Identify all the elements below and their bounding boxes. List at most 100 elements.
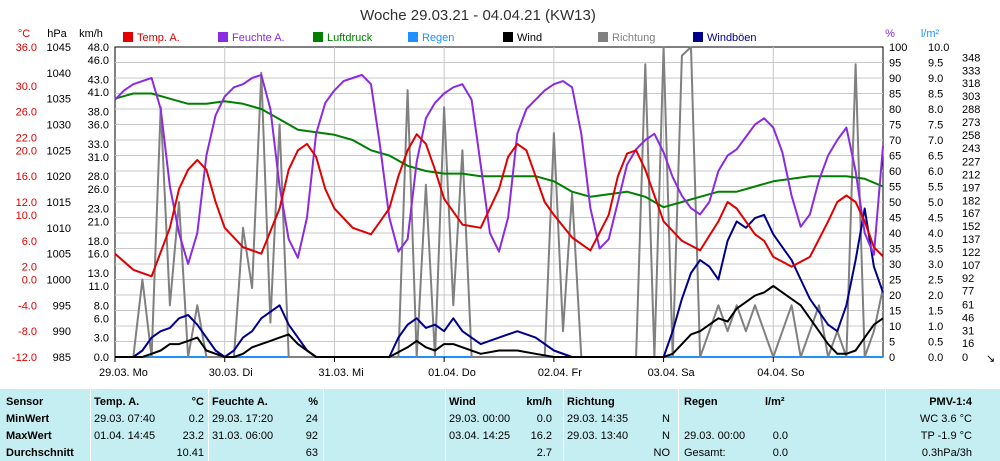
percent-tick-label: 65	[889, 151, 901, 163]
pmv-rate: 0.3hPa/3h	[921, 447, 972, 459]
rain-tick-label: 8.5	[928, 89, 943, 101]
rain-tick-label: 5.0	[928, 197, 943, 209]
temp-min: 0.2	[188, 413, 204, 425]
rain-tick-label: 10.0	[928, 42, 949, 54]
dir-max: N	[662, 430, 670, 442]
rain-tick-label: 0.5	[928, 337, 943, 349]
hum-unit: %	[308, 396, 318, 408]
temp-unit: °C	[191, 396, 204, 408]
degree-tick-label: 152	[962, 221, 980, 233]
degree-tick-label: 137	[962, 234, 980, 246]
dir-min: N	[662, 413, 670, 425]
x-tick-label: 02.04. Fr	[538, 367, 582, 379]
kmh-tick-label: 11.0	[88, 281, 109, 293]
rain-tick-label: 6.0	[928, 166, 943, 178]
arrow-icon: ↘	[986, 353, 995, 365]
kmh-tick-label: 18.0	[88, 236, 109, 248]
degree-tick-label: 197	[962, 182, 980, 194]
celsius-unit-label: °C	[18, 28, 30, 40]
percent-tick-label: 50	[889, 197, 901, 209]
series-group	[114, 46, 884, 358]
celsius-tick-label: 10.0	[16, 210, 37, 222]
kmh-tick-label: 13.0	[88, 268, 109, 280]
hpa-tick-label: 995	[53, 300, 71, 312]
percent-tick-label: 70	[889, 135, 901, 147]
legend-swatch-hum	[218, 32, 228, 42]
percent-unit-label: %	[885, 28, 895, 40]
degree-tick-label: 243	[962, 143, 980, 155]
series-line-windb-en	[115, 207, 884, 358]
hpa-tick-label: 1045	[47, 42, 71, 54]
celsius-tick-label: -12.0	[12, 352, 37, 364]
hum-avg: 63	[305, 447, 318, 459]
x-tick-label: 29.03. Mo	[99, 367, 148, 379]
kmh-tick-label: 6.0	[94, 313, 109, 325]
hum-min-time: 29.03. 17:20	[212, 413, 274, 425]
wind-header: Wind	[449, 396, 476, 408]
degree-tick-label: 288	[962, 104, 980, 116]
legend-label-press: Luftdruck	[327, 32, 373, 44]
percent-tick-label: 55	[889, 182, 901, 194]
rain-tick-label: 2.5	[928, 275, 943, 287]
rain-tick-label: 8.0	[928, 104, 943, 116]
hum-min: 24	[305, 413, 318, 425]
percent-tick-label: 0	[889, 352, 895, 364]
percent-tick-label: 20	[889, 290, 901, 302]
rain-tick-label: 5.5	[928, 182, 943, 194]
legend-label-dir: Richtung	[612, 32, 655, 44]
hpa-tick-label: 1020	[47, 171, 71, 183]
pmv-header: PMV-1:4	[929, 396, 972, 408]
degree-tick-label: 167	[962, 208, 980, 220]
kmh-unit-label: km/h	[79, 28, 103, 40]
rain-tick-label: 6.5	[928, 151, 943, 163]
hpa-tick-label: 1030	[47, 120, 71, 132]
kmh-tick-label: 38.0	[88, 107, 109, 119]
statistics-panel: Sensor MinWert MaxWert Durchschnitt Temp…	[0, 389, 1000, 461]
percent-tick-label: 35	[889, 244, 901, 256]
min-row-label: MinWert	[6, 413, 50, 425]
rain-tick-label: 1.5	[928, 306, 943, 318]
hpa-tick-label: 1005	[47, 249, 71, 261]
percent-tick-label: 95	[889, 58, 901, 70]
pmv-tp: TP -1.9 °C	[920, 430, 972, 442]
rain-tick-label: 3.5	[928, 244, 943, 256]
hum-header: Feuchte A.	[212, 396, 268, 408]
celsius-tick-label: -8.0	[18, 326, 37, 338]
dir-min-time: 29.03. 14:35	[567, 413, 629, 425]
chart-title: Woche 29.03.21 - 04.04.21 (KW13)	[360, 7, 596, 24]
degree-tick-label: 182	[962, 195, 980, 207]
degree-tick-label: 348	[962, 52, 980, 64]
rain-header: Regen	[684, 396, 718, 408]
rain-tick-label: 0.0	[928, 352, 943, 364]
legend-swatch-press	[313, 32, 323, 42]
kmh-tick-label: 33.0	[88, 139, 109, 151]
kmh-tick-label: 43.0	[88, 74, 109, 86]
kmh-tick-label: 8.0	[94, 300, 109, 312]
hpa-tick-label: 1010	[47, 223, 71, 235]
percent-tick-label: 15	[889, 306, 901, 318]
grid	[115, 47, 883, 357]
series-line-wind	[115, 285, 884, 358]
rain-tick-label: 4.0	[928, 228, 943, 240]
max-row-label: MaxWert	[6, 430, 52, 442]
hpa-tick-label: 1035	[47, 94, 71, 106]
dir-max-time: 29.03. 13:40	[567, 430, 629, 442]
legend: Temp. A. Feuchte A. Luftdruck Regen Wind Rich…	[123, 32, 757, 44]
rain-max: 0.0	[772, 430, 788, 442]
percent-tick-label: 100	[889, 42, 907, 54]
degree-tick-label: 303	[962, 91, 980, 103]
rain-tick-label: 9.0	[928, 73, 943, 85]
degree-tick-label: 16	[962, 338, 974, 350]
celsius-tick-label: 16.0	[16, 171, 37, 183]
dir-avg: NO	[653, 447, 671, 459]
x-tick-label: 04.04. So	[757, 367, 804, 379]
x-tick-label: 31.03. Mi	[318, 367, 363, 379]
temp-max-time: 01.04. 14:45	[94, 430, 156, 442]
wind-unit: km/h	[526, 396, 552, 408]
hpa-tick-label: 1015	[47, 197, 71, 209]
rain-unit-label: l/m²	[921, 28, 940, 40]
kmh-tick-label: 46.0	[88, 55, 109, 67]
legend-label-rain: Regen	[422, 32, 454, 44]
hum-max-time: 31.03. 06:00	[212, 430, 274, 442]
legend-label-gust: Windböen	[707, 32, 757, 44]
